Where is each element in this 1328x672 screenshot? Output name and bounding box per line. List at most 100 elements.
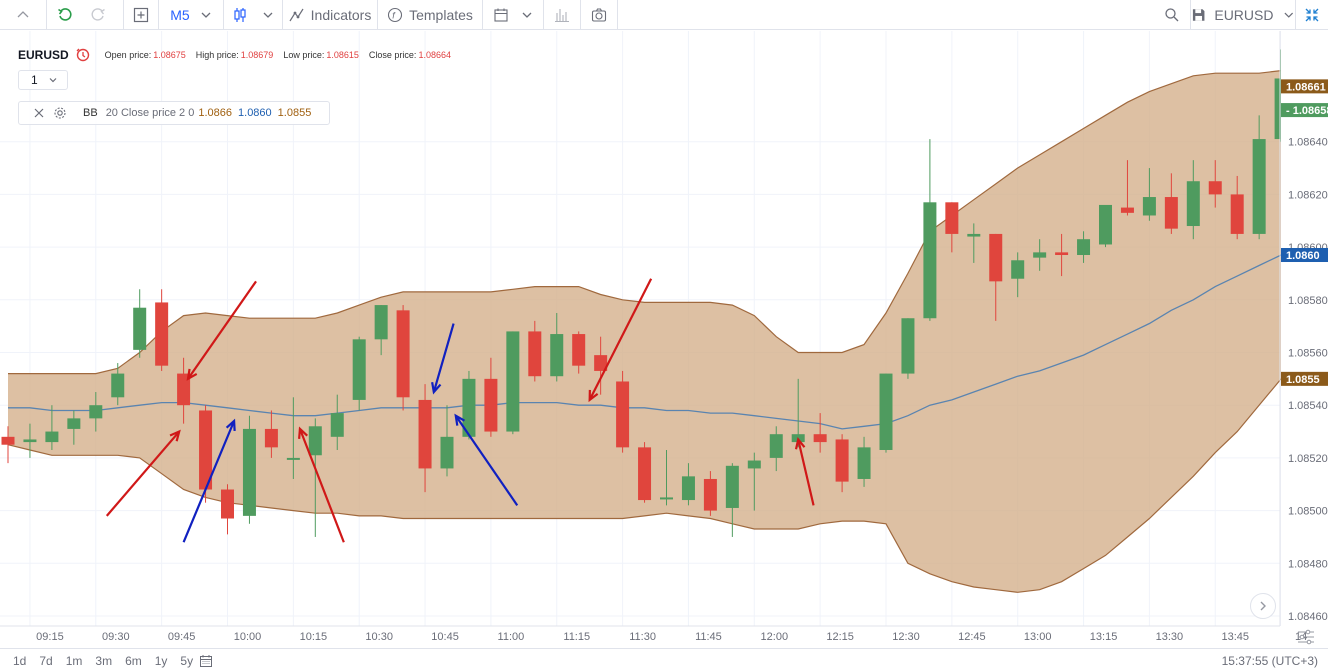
candle: [1230, 175, 1244, 240]
candle-body: [242, 428, 256, 516]
candle: [1186, 160, 1200, 240]
red-arrow: [105, 429, 181, 517]
time-axis[interactable]: 09:15 09:30 09:45 10:00 10:15 10:30 10:45 11:00…: [0, 625, 1307, 643]
candle: [879, 373, 893, 453]
candle: [813, 413, 827, 453]
arrow-head: [225, 418, 236, 432]
multiplier-select[interactable]: 1: [18, 70, 68, 90]
date-range-dropdown[interactable]: [483, 0, 543, 30]
arrow-shaft: [187, 280, 257, 380]
templates-button[interactable]: f Templates: [378, 0, 482, 30]
candle: [418, 384, 432, 493]
blue-arrow: [431, 323, 455, 395]
price-axis-label: 1.08560: [1288, 348, 1328, 360]
low-value: 1.08615: [326, 50, 359, 60]
red-arrow: [794, 436, 815, 506]
separator: [282, 0, 283, 30]
close-icon[interactable]: [33, 107, 45, 119]
snapshot-button[interactable]: [581, 0, 617, 30]
range-3m[interactable]: 3m: [95, 653, 113, 668]
candle-body: [725, 465, 739, 508]
bollinger-middle-line: [8, 254, 1282, 430]
red-arrow: [298, 426, 345, 543]
candle-body: [1077, 239, 1091, 256]
candle: [528, 320, 542, 382]
collapse-button[interactable]: [0, 0, 46, 30]
gear-icon[interactable]: [53, 106, 67, 120]
save-layout-dropdown[interactable]: EURUSD: [1191, 0, 1295, 30]
candle-body: [901, 318, 915, 374]
range-1m[interactable]: 1m: [65, 653, 83, 668]
candle: [681, 463, 695, 506]
range-5y[interactable]: 5y: [180, 653, 194, 668]
axis-settings-button[interactable]: [1298, 629, 1314, 645]
separator: [46, 0, 47, 30]
time-axis-label: 11:30: [629, 631, 656, 643]
redo-button[interactable]: [83, 0, 113, 30]
fullscreen-button[interactable]: [1296, 0, 1328, 30]
candle-body: [1033, 252, 1047, 258]
candle: [594, 336, 608, 395]
range-1y[interactable]: 1y: [154, 653, 168, 668]
candle: [857, 436, 871, 487]
candle-body: [638, 447, 652, 501]
top-toolbar: M5 Indicators f Templates EURUSD: [0, 0, 1328, 30]
calendar-icon[interactable]: [199, 654, 213, 668]
range-6m[interactable]: 6m: [125, 653, 142, 668]
candle: [155, 289, 169, 371]
scroll-to-realtime-button[interactable]: [1250, 593, 1276, 619]
candle: [308, 418, 322, 537]
candle-body: [1, 436, 15, 445]
candle: [703, 471, 717, 516]
price-axis-label: 1.08620: [1288, 189, 1328, 201]
legend-symbol: EURUSD: [18, 48, 69, 62]
undo-button[interactable]: [47, 0, 83, 30]
candle-body: [835, 439, 849, 482]
time-axis-label: 13:15: [1090, 631, 1118, 643]
time-axis-label: 13:00: [1024, 631, 1052, 643]
calendar-icon: [494, 8, 508, 22]
price-axis[interactable]: 1.086401.086201.086001.085801.085601.085…: [1279, 31, 1328, 626]
chart-type-dropdown[interactable]: [224, 0, 282, 30]
candle-body: [308, 426, 322, 456]
candle-body: [221, 489, 234, 519]
candle: [835, 434, 849, 493]
candle: [923, 139, 937, 321]
arrow-shaft: [105, 430, 181, 517]
search-button[interactable]: [1154, 0, 1190, 30]
separator: [223, 0, 224, 30]
interval-dropdown[interactable]: M5: [159, 0, 223, 30]
time-axis-label: 09:45: [168, 631, 196, 643]
add-symbol-button[interactable]: [124, 0, 158, 30]
bollinger-band-fill: [8, 70, 1282, 593]
candle: [286, 397, 300, 479]
candle-body: [945, 202, 959, 234]
svg-text:f: f: [392, 10, 396, 20]
candle: [374, 305, 388, 356]
price-tags: 1.08661 - 1.08658 1.0860 1.0855: [1281, 79, 1328, 386]
candle-body: [133, 307, 147, 350]
range-1d[interactable]: 1d: [13, 653, 27, 668]
arrow-head: [169, 429, 181, 442]
price-tag-label: 1.08661: [1286, 81, 1326, 93]
candle: [1252, 115, 1266, 240]
time-axis-label: 12:00: [761, 631, 789, 643]
candle-body: [199, 410, 213, 490]
range-7d[interactable]: 7d: [39, 653, 53, 668]
indicators-label: Indicators: [310, 6, 372, 23]
arrow-shaft: [182, 420, 236, 543]
price-chart[interactable]: 1.086401.086201.086001.085801.085601.085…: [0, 31, 1328, 648]
indicators-button[interactable]: Indicators: [283, 0, 377, 30]
candle-body: [1099, 204, 1112, 245]
candle-body: [1230, 194, 1244, 234]
candle: [989, 233, 1003, 321]
arrow-shaft: [298, 428, 345, 543]
price-tag-bg: [1281, 371, 1328, 386]
time-axis-label: 11:00: [498, 631, 525, 643]
candle: [769, 426, 783, 472]
candle-body: [506, 331, 520, 432]
separator: [377, 0, 378, 30]
close-value: 1.08664: [418, 50, 451, 60]
compare-button[interactable]: [544, 0, 580, 30]
separator: [580, 0, 581, 30]
